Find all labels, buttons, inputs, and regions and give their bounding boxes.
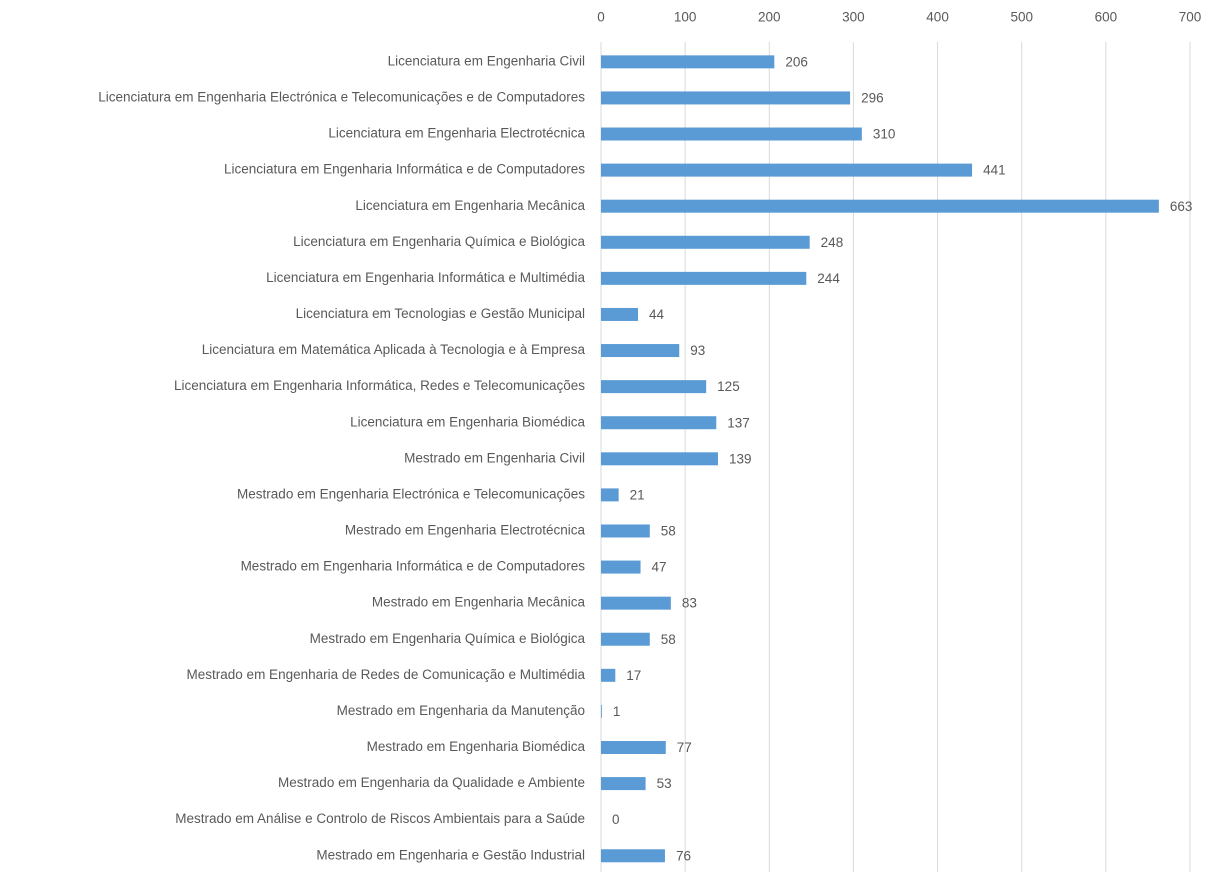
y-tick-label: Mestrado em Engenharia de Redes de Comun… (187, 667, 586, 682)
data-label: 58 (661, 524, 676, 539)
bar (601, 380, 707, 394)
data-label: 76 (676, 848, 691, 863)
bar (601, 560, 641, 574)
y-tick-label: Mestrado em Engenharia da Manutenção (337, 703, 585, 718)
data-label: 125 (717, 379, 740, 394)
data-label: 53 (657, 776, 672, 791)
bar (601, 307, 639, 321)
x-tick-label: 400 (926, 10, 949, 25)
y-tick-label: Licenciatura em Engenharia Informática e… (224, 162, 585, 177)
data-label: 77 (677, 740, 692, 755)
data-label: 58 (661, 632, 676, 647)
data-label: 206 (785, 54, 808, 69)
y-tick-label: Mestrado em Engenharia Informática e de … (241, 559, 586, 574)
x-tick-label: 200 (758, 10, 781, 25)
y-tick-label: Mestrado em Engenharia Biomédica (367, 739, 586, 754)
x-tick-label: 700 (1179, 10, 1202, 25)
data-label: 663 (1170, 199, 1193, 214)
y-tick-label: Mestrado em Engenharia Electrónica e Tel… (237, 486, 585, 501)
y-tick-label: Licenciatura em Tecnologias e Gestão Mun… (296, 306, 585, 321)
bar (601, 596, 671, 610)
y-tick-label: Mestrado em Engenharia Mecânica (372, 595, 586, 610)
data-label: 21 (630, 487, 645, 502)
data-label: 296 (861, 90, 884, 105)
x-tick-label: 0 (597, 10, 605, 25)
y-tick-label: Mestrado em Engenharia Civil (404, 450, 585, 465)
y-tick-label: Licenciatura em Engenharia Electrónica e… (98, 89, 585, 104)
y-tick-label: Licenciatura em Engenharia Informática, … (174, 378, 585, 393)
y-tick-label: Licenciatura em Engenharia Informática e… (266, 270, 585, 285)
bar (601, 416, 717, 430)
x-tick-label: 100 (674, 10, 697, 25)
bar (601, 91, 851, 105)
y-tick-label: Licenciatura em Engenharia Mecânica (355, 198, 585, 213)
y-tick-label: Mestrado em Engenharia e Gestão Industri… (316, 847, 585, 862)
bar (601, 777, 646, 791)
bar (601, 199, 1159, 213)
bar (601, 524, 650, 538)
data-label: 47 (652, 560, 667, 575)
data-label: 310 (873, 127, 896, 142)
bar (601, 235, 810, 249)
bar (601, 452, 718, 466)
y-tick-label: Licenciatura em Engenharia Civil (388, 53, 585, 68)
data-label: 93 (690, 343, 705, 358)
bar (601, 488, 619, 502)
y-tick-label: Licenciatura em Engenharia Química e Bio… (293, 234, 585, 249)
bar (601, 704, 602, 718)
bar (601, 668, 616, 682)
bar (601, 163, 973, 177)
bar (601, 55, 775, 69)
data-label: 1 (613, 704, 621, 719)
x-tick-label: 600 (1095, 10, 1118, 25)
bar (601, 849, 665, 863)
data-label: 137 (727, 415, 750, 430)
bar (601, 344, 680, 358)
y-tick-label: Licenciatura em Engenharia Electrotécnic… (328, 126, 585, 141)
x-tick-label: 300 (842, 10, 865, 25)
x-tick-label: 500 (1010, 10, 1033, 25)
data-label: 248 (821, 235, 844, 250)
data-label: 244 (817, 271, 840, 286)
y-tick-label: Mestrado em Engenharia Electrotécnica (345, 523, 586, 538)
data-label: 441 (983, 163, 1006, 178)
y-tick-label: Mestrado em Engenharia da Qualidade e Am… (278, 775, 585, 790)
bar (601, 632, 650, 646)
y-tick-label: Licenciatura em Matemática Aplicada à Te… (202, 342, 586, 357)
y-tick-label: Mestrado em Análise e Controlo de Riscos… (175, 811, 585, 826)
data-label: 83 (682, 596, 697, 611)
bar (601, 741, 666, 754)
bar (601, 127, 862, 141)
bar (601, 271, 807, 285)
data-label: 139 (729, 451, 752, 466)
data-label: 17 (626, 668, 641, 683)
y-tick-label: Mestrado em Engenharia Química e Biológi… (310, 631, 586, 646)
data-label: 0 (612, 812, 620, 827)
data-label: 44 (649, 307, 665, 322)
y-tick-label: Licenciatura em Engenharia Biomédica (350, 414, 585, 429)
